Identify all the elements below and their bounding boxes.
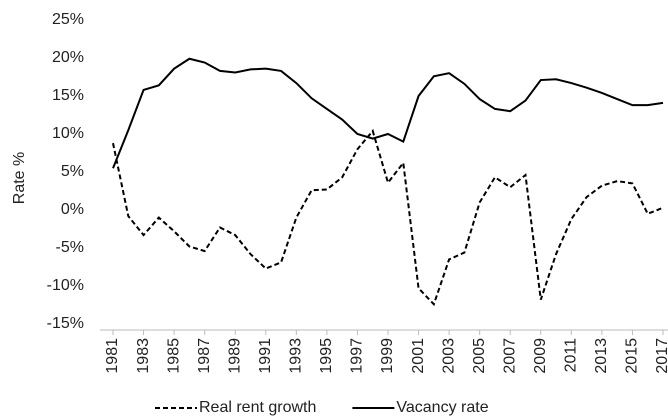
x-tick-label: 2013 xyxy=(593,338,610,374)
x-tick-label: 2009 xyxy=(532,338,549,374)
x-tick-label: 1987 xyxy=(196,338,213,374)
legend-label: Real rent growth xyxy=(199,399,316,416)
x-tick-label: 2011 xyxy=(563,338,580,373)
y-tick-label: -10% xyxy=(47,277,84,294)
legend-label: Vacancy rate xyxy=(396,399,488,416)
x-tick-label: 1995 xyxy=(318,338,335,374)
x-tick-label: 2001 xyxy=(410,338,427,374)
x-tick-label: 1999 xyxy=(379,338,396,374)
line-series xyxy=(112,128,664,307)
y-tick-label: -15% xyxy=(47,315,84,332)
y-tick-label: 25% xyxy=(52,11,84,28)
y-tick-label: -5% xyxy=(56,239,84,256)
y-tick-label: 5% xyxy=(61,163,84,180)
y-tick-label: 0% xyxy=(61,201,84,218)
line-series xyxy=(112,57,664,169)
y-axis-title: Rate % xyxy=(11,152,28,204)
x-tick-label: 1989 xyxy=(226,338,243,374)
x-tick-label: 2017 xyxy=(654,338,668,374)
y-tick-label: 15% xyxy=(52,87,84,104)
x-tick-label: 2005 xyxy=(471,338,488,374)
x-tick-label: 2007 xyxy=(501,338,518,374)
x-tick-label: 1983 xyxy=(135,338,152,374)
x-tick-label: 1991 xyxy=(257,338,274,374)
x-tick-label: 1997 xyxy=(349,338,366,374)
y-tick-label: 10% xyxy=(52,125,84,142)
x-tick-label: 1981 xyxy=(104,338,121,374)
x-tick-label: 2015 xyxy=(624,338,641,374)
x-tick-label: 1985 xyxy=(165,338,182,374)
y-tick-label: 20% xyxy=(52,49,84,66)
x-tick-label: 2003 xyxy=(440,338,457,374)
x-tick-label: 1993 xyxy=(288,338,305,374)
